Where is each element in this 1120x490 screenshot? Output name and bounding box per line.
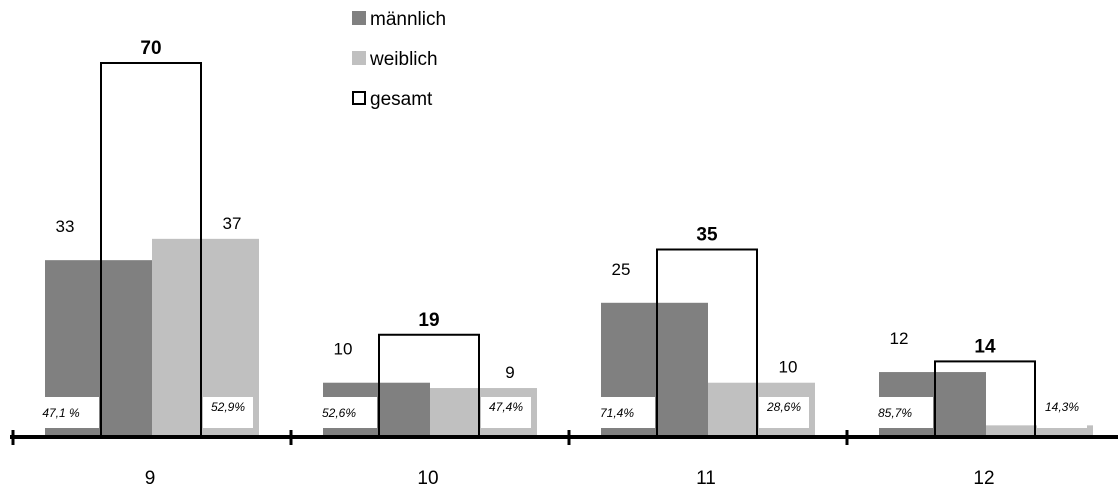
legend-swatch-gesamt	[352, 91, 366, 105]
value-label-gesamt-10: 19	[418, 310, 439, 331]
legend-swatch-weiblich	[352, 51, 366, 65]
x-tick-label-10: 10	[417, 468, 438, 489]
legend: männlich weiblich gesamt	[352, 9, 446, 110]
share-label-weiblich-11: 28,6%	[766, 400, 801, 414]
share-box-weiblich-11	[759, 397, 809, 428]
labels-layer: 33 37 70 47,1 % 52,9% 10 9 19 52,6% 47,4% 25 10 35 71…	[23, 38, 1087, 428]
value-label-maennlich-11: 25	[612, 260, 631, 279]
share-box-maennlich-10	[301, 397, 377, 428]
share-label-weiblich-10: 47,4%	[489, 400, 523, 414]
legend-label-gesamt: gesamt	[370, 89, 433, 110]
value-label-weiblich-9: 37	[223, 214, 242, 233]
bar-weiblich-12	[986, 425, 1093, 436]
share-label-maennlich-11: 71,4%	[600, 406, 634, 420]
value-label-gesamt-11: 35	[696, 225, 718, 246]
x-tick-label-11: 11	[696, 468, 716, 489]
legend-swatch-maennlich	[352, 11, 366, 25]
legend-label-maennlich: männlich	[370, 9, 446, 30]
share-label-maennlich-12: 85,7%	[878, 406, 912, 420]
share-box-maennlich-11	[579, 397, 655, 428]
share-box-weiblich-9	[203, 397, 253, 428]
value-label-maennlich-9: 33	[56, 217, 75, 236]
share-box-weiblich-12	[1037, 397, 1087, 428]
share-box-weiblich-10	[481, 397, 531, 428]
bars-layer	[45, 62, 1093, 437]
x-axis: 9 10 11 12	[10, 430, 1118, 489]
share-label-weiblich-12: 14,3%	[1045, 400, 1079, 414]
legend-label-weiblich: weiblich	[369, 49, 438, 70]
x-tick-label-9: 9	[145, 468, 156, 489]
value-label-gesamt-12: 14	[974, 336, 996, 357]
share-box-maennlich-9	[23, 397, 99, 428]
share-box-maennlich-12	[857, 397, 933, 428]
share-label-maennlich-9: 47,1 %	[42, 406, 80, 420]
x-tick-label-12: 12	[973, 468, 994, 489]
share-label-weiblich-9: 52,9%	[211, 400, 245, 414]
value-label-maennlich-12: 12	[890, 329, 909, 348]
share-label-maennlich-10: 52,6%	[322, 406, 356, 420]
value-label-gesamt-9: 70	[140, 38, 161, 59]
value-label-maennlich-10: 10	[334, 340, 353, 359]
value-label-weiblich-10: 9	[505, 363, 514, 382]
value-label-weiblich-11: 10	[779, 358, 798, 377]
